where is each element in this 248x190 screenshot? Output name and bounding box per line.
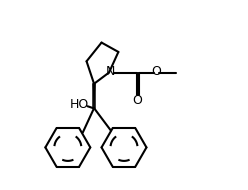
Polygon shape bbox=[93, 84, 95, 108]
Text: N: N bbox=[105, 65, 115, 78]
Text: O: O bbox=[151, 65, 161, 78]
Text: HO: HO bbox=[69, 98, 89, 111]
Text: O: O bbox=[132, 94, 142, 107]
